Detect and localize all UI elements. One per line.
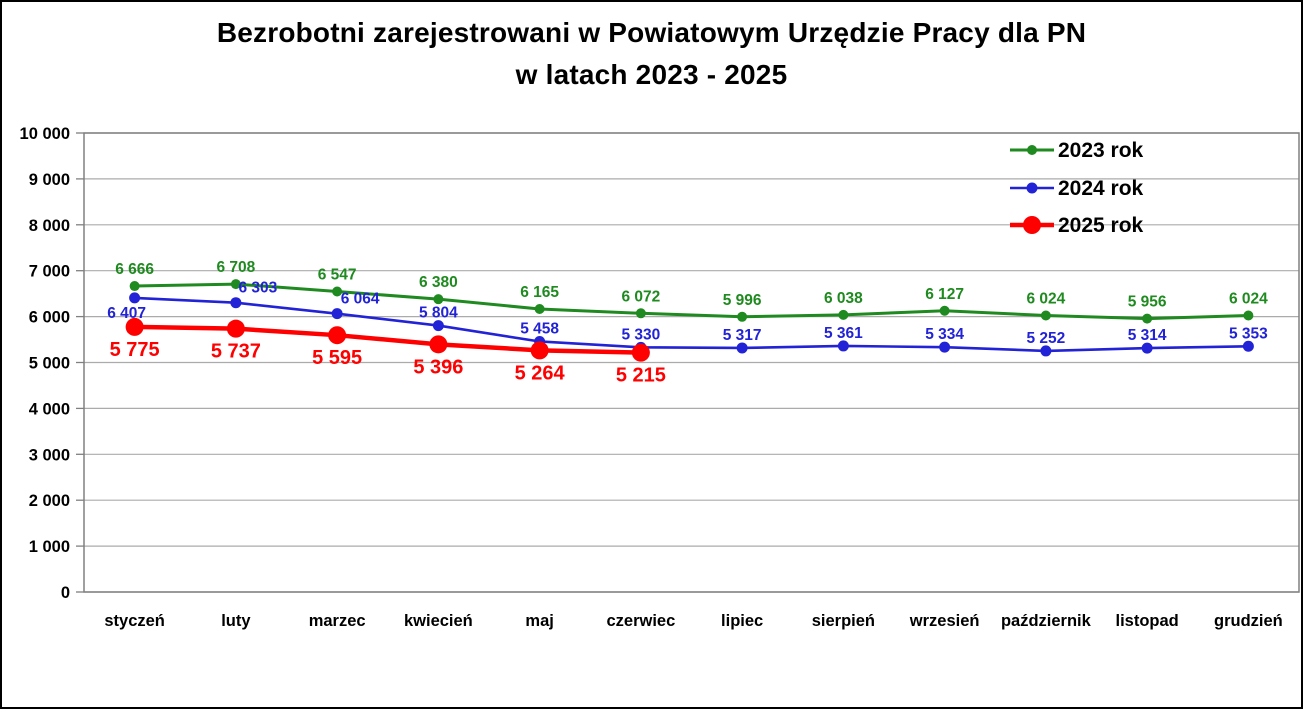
y-axis-label: 3 000	[29, 446, 70, 464]
data-label-2023-rok: 5 956	[1128, 294, 1167, 311]
y-axis-label: 9 000	[29, 171, 70, 189]
data-label-2024-rok: 5 361	[824, 325, 863, 342]
data-point-2024-rok	[1242, 340, 1254, 352]
legend-marker	[1023, 216, 1041, 234]
data-label-2025-rok: 5 775	[110, 339, 160, 361]
data-point-2025-rok	[530, 341, 549, 360]
data-point-2023-rok	[1243, 310, 1254, 321]
data-point-2023-rok	[1040, 310, 1051, 321]
data-label-2024-rok: 5 353	[1229, 325, 1268, 342]
chart-title-line1: Bezrobotni zarejestrowani w Powiatowym U…	[216, 17, 1087, 48]
y-axis-label: 10 000	[20, 125, 70, 143]
y-axis-label: 5 000	[29, 355, 70, 373]
x-axis-label: czerwiec	[606, 612, 675, 630]
data-point-2024-rok	[837, 340, 849, 352]
data-label-2025-rok: 5 264	[515, 362, 566, 384]
legend-label: 2023 rok	[1058, 139, 1144, 162]
y-axis-label: 4 000	[29, 400, 70, 418]
data-label-2023-rok: 6 038	[824, 290, 863, 307]
legend-label: 2025 rok	[1058, 214, 1144, 237]
data-point-2023-rok	[230, 279, 241, 290]
data-label-2024-rok: 5 458	[520, 320, 559, 337]
y-axis-label: 6 000	[29, 309, 70, 327]
data-label-2023-rok: 6 380	[419, 274, 458, 291]
data-label-2023-rok: 6 127	[925, 286, 964, 303]
legend-marker	[1027, 145, 1037, 155]
x-axis-label: styczeń	[104, 612, 165, 630]
data-point-2023-rok	[332, 286, 343, 297]
data-point-2024-rok	[736, 342, 748, 354]
data-point-2023-rok	[939, 305, 950, 316]
data-label-2023-rok: 6 547	[318, 266, 357, 283]
data-point-2023-rok	[129, 281, 140, 292]
data-label-2024-rok: 5 317	[723, 327, 762, 344]
data-label-2024-rok: 6 407	[107, 305, 146, 322]
data-label-2023-rok: 5 996	[723, 292, 762, 309]
data-label-2024-rok: 5 252	[1026, 330, 1065, 347]
data-point-2023-rok	[635, 308, 646, 319]
data-label-2025-rok: 5 737	[211, 341, 261, 363]
data-label-2025-rok: 5 595	[312, 347, 362, 369]
data-label-2023-rok: 6 072	[621, 288, 660, 305]
data-label-2024-rok: 6 064	[341, 291, 380, 308]
y-axis-label: 2 000	[29, 492, 70, 510]
y-axis-label: 0	[61, 584, 70, 602]
legend-item-2023-rok: 2023 rok	[1010, 139, 1144, 162]
data-label-2023-rok: 6 024	[1026, 290, 1065, 307]
data-point-2025-rok	[125, 317, 144, 336]
chart-title: Bezrobotni zarejestrowani w Powiatowym U…	[2, 12, 1301, 96]
data-point-2024-rok	[331, 308, 343, 320]
x-axis-label: marzec	[309, 612, 366, 630]
chart-title-line2: w latach 2023 - 2025	[515, 59, 788, 90]
data-label-2024-rok: 5 314	[1128, 327, 1167, 344]
data-point-2023-rok	[1142, 313, 1153, 324]
x-axis-label: luty	[221, 612, 251, 630]
x-axis-label: listopad	[1115, 612, 1178, 630]
legend-item-2024-rok: 2024 rok	[1010, 177, 1144, 200]
data-point-2023-rok	[737, 311, 748, 322]
series-line-2025-rok	[132, 324, 644, 355]
data-point-2025-rok	[328, 326, 347, 345]
data-point-2024-rok	[129, 292, 141, 304]
x-axis-label: październik	[1001, 612, 1092, 630]
series-line-2023-rok	[133, 282, 1250, 321]
data-point-2024-rok	[1040, 345, 1052, 357]
data-label-2023-rok: 6 666	[115, 261, 154, 278]
legend-marker	[1026, 182, 1038, 194]
series-line-2024-rok	[133, 296, 1250, 353]
data-point-2025-rok	[226, 319, 245, 338]
legend-label: 2024 rok	[1058, 177, 1144, 200]
data-label-2023-rok: 6 708	[216, 259, 255, 276]
data-label-2024-rok: 5 330	[621, 326, 660, 343]
x-axis-label: wrzesień	[909, 612, 980, 630]
y-axis-label: 7 000	[29, 263, 70, 281]
legend-item-2025-rok: 2025 rok	[1010, 214, 1144, 237]
data-point-2023-rok	[433, 294, 444, 305]
x-axis-label: kwiecień	[404, 612, 473, 630]
data-point-2025-rok	[631, 343, 650, 362]
y-axis-label: 1 000	[29, 538, 70, 556]
data-label-2024-rok: 6 303	[238, 280, 277, 297]
data-label-2023-rok: 6 024	[1229, 290, 1268, 307]
x-axis-label: maj	[525, 612, 553, 630]
data-point-2023-rok	[534, 304, 545, 315]
x-axis-label: sierpień	[812, 612, 875, 630]
data-point-2023-rok	[838, 309, 849, 320]
y-axis-label: 8 000	[29, 217, 70, 235]
data-point-2024-rok	[432, 320, 444, 332]
data-label-2025-rok: 5 396	[413, 356, 463, 378]
data-point-2025-rok	[429, 335, 448, 354]
data-point-2024-rok	[1141, 342, 1153, 354]
data-label-2024-rok: 5 804	[419, 305, 458, 322]
plot-area-border	[83, 132, 1300, 593]
data-point-2024-rok	[230, 297, 242, 309]
data-label-2024-rok: 5 334	[925, 326, 964, 343]
data-label-2023-rok: 6 165	[520, 284, 559, 301]
data-point-2024-rok	[939, 341, 951, 353]
x-axis-label: grudzień	[1214, 612, 1283, 630]
data-label-2025-rok: 5 215	[616, 365, 666, 387]
x-axis-label: lipiec	[721, 612, 763, 630]
